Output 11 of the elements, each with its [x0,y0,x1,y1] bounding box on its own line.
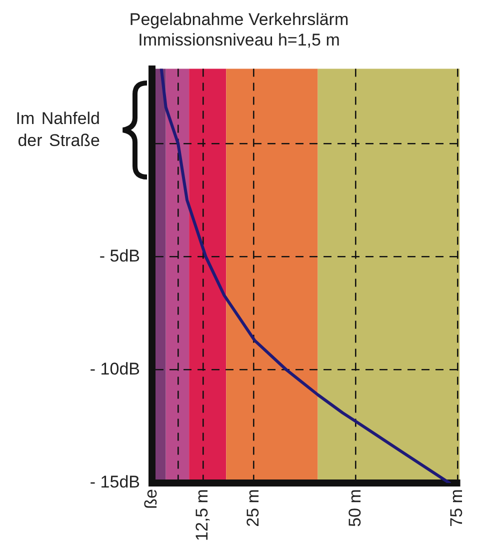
x-tick-label: 12,5 m [192,489,212,542]
y-tick-label: - 10dB [90,360,140,379]
chart-title: Pegelabnahme Verkehrslärm [129,10,349,29]
chart-subtitle: Immissionsniveau h=1,5 m [138,30,340,50]
y-tick-label: - 15dB [90,472,140,492]
y-tick-label: - 5dB [99,246,140,266]
x-tick-label: ße [142,489,161,509]
text: Im Nahfeld der Straße [14,108,100,152]
x-tick-label: 75 m [447,489,466,527]
x-tick-label: 25 m [244,489,263,527]
x-tick-label: 50 m [345,489,364,527]
